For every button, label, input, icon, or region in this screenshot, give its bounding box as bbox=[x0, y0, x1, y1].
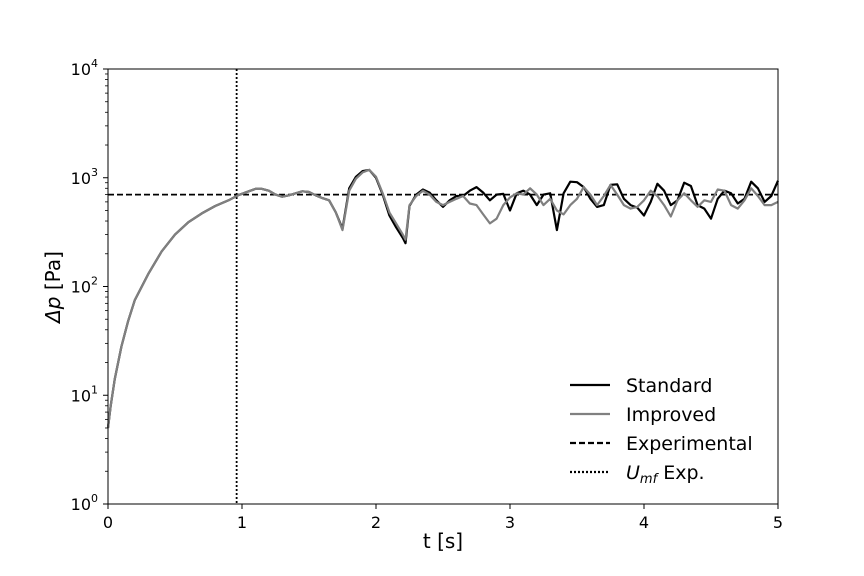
y-tick-exponent: 2 bbox=[91, 275, 98, 288]
series-line-improved bbox=[106, 168, 779, 429]
y-tick-exponent: 1 bbox=[91, 383, 98, 396]
legend: Standard Improved Experimental Umf Exp. bbox=[570, 375, 753, 487]
legend-label: Experimental bbox=[626, 433, 753, 455]
y-tick-base: 10 bbox=[71, 278, 91, 297]
y-tick-base: 10 bbox=[71, 386, 91, 405]
y-tick-exponent: 4 bbox=[91, 57, 98, 70]
x-tick-label: 3 bbox=[505, 513, 515, 532]
y-tick-base: 10 bbox=[71, 169, 91, 188]
y-axis-label-unit: [Pa] bbox=[41, 251, 65, 296]
y-tick-label: 104 bbox=[71, 57, 98, 79]
legend-label: Umf Exp. bbox=[626, 462, 705, 487]
x-axis: 0 1 2 3 4 5 bbox=[103, 504, 783, 532]
y-tick-exponent: 3 bbox=[91, 166, 98, 179]
x-tick-label: 4 bbox=[639, 513, 649, 532]
x-tick-label: 0 bbox=[103, 513, 113, 532]
legend-label-rest: Exp. bbox=[657, 462, 704, 484]
x-tick-label: 1 bbox=[237, 513, 247, 532]
legend-label-math: U bbox=[626, 462, 640, 484]
x-axis-label: t [s] bbox=[423, 529, 463, 553]
y-tick-label: 101 bbox=[71, 383, 98, 405]
y-tick-label: 100 bbox=[71, 492, 98, 514]
legend-label: Improved bbox=[626, 404, 716, 426]
y-tick-label: 103 bbox=[71, 166, 98, 188]
y-axis-label: Δp [Pa] bbox=[41, 251, 65, 325]
y-tick-base: 10 bbox=[71, 60, 91, 79]
legend-label: Standard bbox=[626, 375, 712, 397]
y-tick-label: 102 bbox=[71, 275, 98, 297]
x-tick-label: 5 bbox=[773, 513, 783, 532]
y-axis-label-symbol: Δp bbox=[41, 297, 65, 325]
legend-label-subscript: mf bbox=[640, 472, 660, 487]
y-tick-base: 10 bbox=[71, 495, 91, 514]
x-tick-label: 2 bbox=[371, 513, 381, 532]
y-tick-exponent: 0 bbox=[91, 492, 98, 505]
series-layer bbox=[106, 168, 780, 429]
